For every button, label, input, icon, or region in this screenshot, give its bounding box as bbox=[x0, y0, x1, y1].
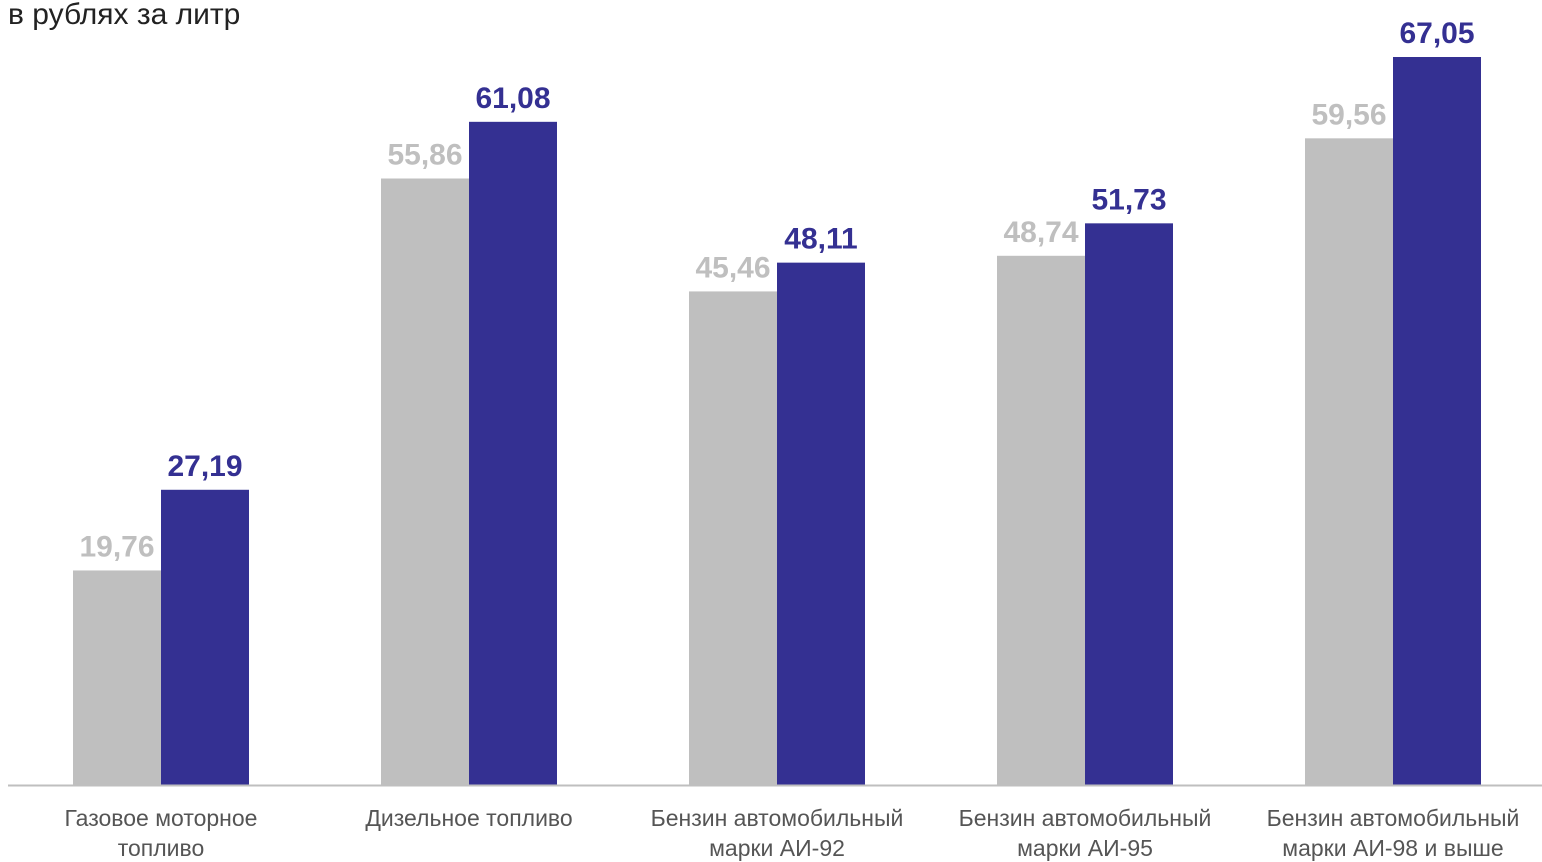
value-label-series2-cat4: 51,73 bbox=[1091, 183, 1166, 216]
bar-series1-cat5 bbox=[1305, 138, 1393, 786]
category-label-2-line1: Дизельное топливо bbox=[365, 805, 572, 831]
bar-series2-cat2 bbox=[469, 121, 557, 785]
category-label-5-line2: марки АИ-98 и выше bbox=[1282, 835, 1503, 861]
bar-series2-cat1 bbox=[161, 489, 249, 785]
bars-group bbox=[73, 57, 1481, 786]
category-label-4-line1: Бензин автомобильный bbox=[959, 805, 1212, 831]
value-label-series2-cat5: 67,05 bbox=[1399, 17, 1474, 50]
value-labels-group: 19,76 27,19 55,86 61,08 45,46 48,11 48,74 51,73… bbox=[79, 17, 1474, 563]
bar-series2-cat5 bbox=[1393, 57, 1481, 785]
category-label-3-line1: Бензин автомобильный bbox=[651, 805, 904, 831]
value-label-series2-cat2: 61,08 bbox=[475, 82, 550, 115]
bar-series1-cat4 bbox=[997, 255, 1085, 785]
value-label-series2-cat1: 27,19 bbox=[167, 450, 242, 483]
category-label-1-line1: Газовое моторное bbox=[65, 805, 258, 831]
value-label-series1-cat2: 55,86 bbox=[387, 138, 462, 171]
category-label-1-line2: топливо bbox=[118, 835, 205, 861]
value-label-series1-cat5: 59,56 bbox=[1311, 98, 1386, 131]
unit-label: в рублях за литр bbox=[8, 0, 240, 31]
value-label-series1-cat3: 45,46 bbox=[695, 251, 770, 284]
bar-series1-cat3 bbox=[689, 291, 777, 785]
value-label-series1-cat4: 48,74 bbox=[1003, 216, 1078, 249]
value-label-series2-cat3: 48,11 bbox=[784, 223, 857, 256]
bar-series1-cat1 bbox=[73, 570, 161, 785]
category-label-5-line1: Бензин автомобильный bbox=[1267, 805, 1520, 831]
bar-series1-cat2 bbox=[381, 178, 469, 785]
category-label-4-line2: марки АИ-95 bbox=[1017, 835, 1153, 861]
category-labels-group: Газовое моторное топливо Дизельное топливо… bbox=[65, 805, 1520, 861]
bar-series2-cat4 bbox=[1085, 223, 1173, 785]
category-label-3-line2: марки АИ-92 bbox=[709, 835, 845, 861]
bar-series2-cat3 bbox=[777, 262, 865, 786]
value-label-series1-cat1: 19,76 bbox=[79, 530, 154, 563]
